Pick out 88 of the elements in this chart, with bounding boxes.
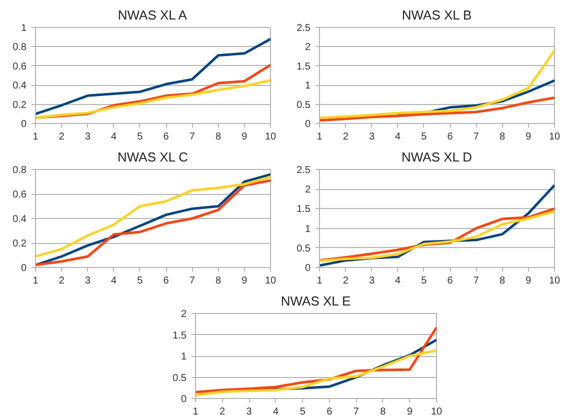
y-tick-label: 0 [20,119,27,130]
line-series [196,349,436,396]
x-tick-label: 2 [342,276,349,286]
x-tick-label: 4 [395,276,402,286]
line-series [320,96,554,122]
y-tick-label: 0.6 [12,61,27,72]
y-tick-label: 0.6 [12,190,27,200]
x-tick-label: 6 [447,276,454,286]
x-tick-label: 4 [111,276,118,286]
x-tick-label: 1 [316,276,323,286]
x-tick-label: 9 [242,132,248,142]
x-tick-label: 9 [406,406,413,417]
y-tick-label: 0.4 [12,214,27,225]
x-tick-label: 8 [499,276,506,286]
x-tick-label: 1 [32,276,39,286]
y-tick-label: 2 [304,42,311,54]
x-tick-label: 2 [58,276,65,286]
y-tick-label: 1.5 [172,330,187,342]
x-tick-label: 2 [219,406,226,417]
chart-title: NWAS XL B [402,8,472,22]
x-tick-label: 1 [192,406,199,417]
x-tick-label: 5 [137,132,144,142]
y-tick-label: 2.5 [296,23,311,34]
y-tick-label: 0 [304,119,311,130]
x-tick-label: 7 [473,276,480,286]
y-tick-label: 2 [304,184,311,196]
y-tick-label: 1 [20,23,27,34]
x-tick-label: 10 [548,276,560,286]
chart-title: NWAS XL A [118,8,188,22]
y-tick-label: 2.5 [296,165,311,176]
y-tick-label: 1 [180,352,187,362]
x-tick-label: 5 [300,406,306,417]
y-tick-label: 0.4 [12,80,27,92]
x-tick-label: 4 [395,132,402,142]
x-tick-label: 8 [499,132,506,142]
line-series [36,79,270,119]
x-tick-label: 5 [421,132,428,142]
x-tick-label: 10 [548,132,560,142]
y-tick-label: 0.5 [296,243,311,254]
chart-title: NWAS XL D [401,150,472,164]
x-tick-label: 7 [353,406,360,417]
x-tick-label: 3 [368,276,375,286]
x-tick-label: 6 [163,276,170,286]
x-tick-label: 10 [264,276,276,286]
x-tick-label: 8 [380,406,386,417]
x-tick-label: 8 [215,132,222,142]
y-tick-label: 0.2 [12,238,27,250]
y-tick-label: 1 [304,80,311,92]
y-tick-label: 0.8 [12,42,27,54]
line-series [36,38,270,116]
x-tick-label: 1 [316,132,323,142]
x-tick-label: 8 [215,276,222,286]
y-tick-label: 1 [304,224,311,235]
y-tick-label: 1.5 [296,61,311,72]
x-tick-label: 6 [447,132,454,142]
x-tick-label: 5 [137,276,144,286]
x-tick-label: 10 [264,132,276,142]
x-tick-label: 10 [430,406,442,417]
x-tick-label: 3 [368,132,375,142]
y-tick-label: 0.5 [172,372,187,384]
x-tick-label: 6 [326,406,333,417]
y-tick-label: 2 [180,309,187,320]
x-tick-label: 4 [111,132,118,142]
x-tick-label: 1 [32,132,39,142]
chart-title: NWAS XL E [280,294,352,308]
x-tick-label: 9 [242,276,248,286]
y-tick-label: 1.5 [296,204,311,216]
y-tick-label: 0 [20,263,27,274]
x-tick-label: 2 [342,132,349,142]
x-tick-label: 6 [163,132,170,142]
y-tick-label: 0.2 [12,100,27,111]
x-tick-label: 3 [84,132,91,142]
x-tick-label: 5 [421,276,428,286]
x-tick-label: 7 [189,132,196,142]
line-series [320,49,554,119]
y-tick-label: 0 [304,263,311,274]
x-tick-label: 2 [58,132,65,142]
x-tick-label: 7 [473,132,480,142]
y-tick-label: 0.8 [12,165,27,176]
chart-title: NWAS XL C [117,150,188,164]
y-tick-label: 0.5 [296,100,311,111]
x-tick-label: 9 [526,276,532,286]
x-tick-label: 3 [246,406,252,417]
x-tick-label: 9 [526,132,532,142]
y-tick-label: 0 [180,394,187,405]
x-tick-label: 3 [84,276,91,286]
x-tick-label: 4 [273,406,280,417]
x-tick-label: 7 [189,276,196,286]
